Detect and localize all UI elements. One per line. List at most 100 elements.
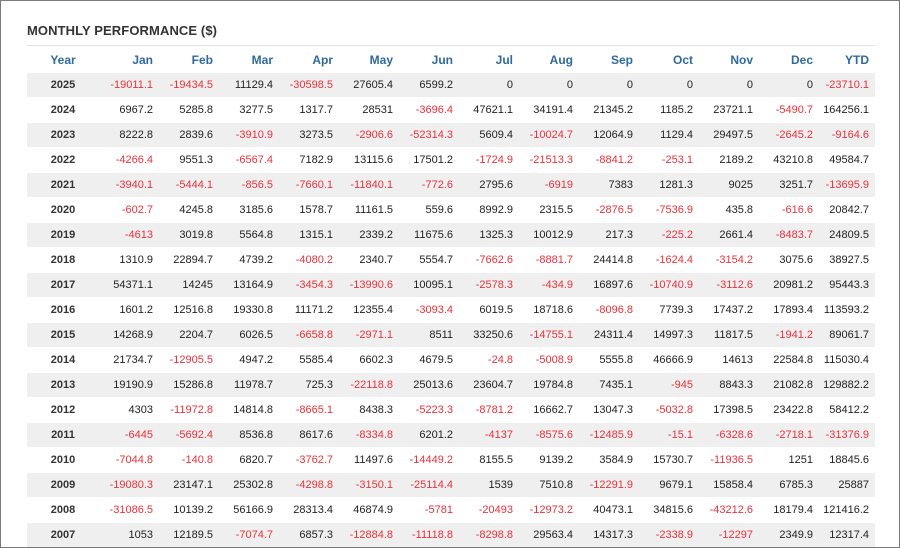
table-row: 2020 -602.7 4245.8 3185.6 1578.7 11161.5 559.6… — [27, 197, 875, 223]
month-cell: 0 — [579, 72, 639, 98]
month-cell: 54371.1 — [99, 272, 159, 298]
month-cell: 3584.9 — [579, 447, 639, 473]
ytd-cell: 20842.7 — [819, 197, 875, 223]
column-header-year: Year — [50, 52, 76, 67]
year-cell: 2023 — [27, 122, 99, 148]
month-cell: -2338.9 — [639, 522, 699, 547]
month-cell: 1578.7 — [279, 197, 339, 223]
month-cell: 559.6 — [399, 197, 459, 223]
month-cell: 1601.2 — [99, 297, 159, 323]
month-cell: 9551.3 — [159, 147, 219, 173]
month-cell: 34191.4 — [519, 97, 579, 123]
month-cell: 2340.7 — [339, 247, 399, 273]
month-cell: -1724.9 — [459, 147, 519, 173]
month-cell: 435.8 — [699, 197, 759, 223]
month-cell: 21082.8 — [759, 372, 819, 398]
month-cell: -13990.6 — [339, 272, 399, 298]
ytd-cell: -23710.1 — [819, 72, 875, 98]
month-cell: -4137 — [459, 422, 519, 448]
month-cell: -5008.9 — [519, 347, 579, 373]
month-cell: 28531 — [339, 97, 399, 123]
month-cell: -43212.6 — [699, 497, 759, 523]
month-cell: 6785.3 — [759, 472, 819, 498]
month-cell: 1310.9 — [99, 247, 159, 273]
month-cell: 11171.2 — [279, 297, 339, 323]
column-header-jan: Jan — [132, 52, 153, 67]
year-cell: 2016 — [27, 297, 99, 323]
month-cell: 14613 — [699, 347, 759, 373]
month-cell: 1251 — [759, 447, 819, 473]
month-cell: 12064.9 — [579, 122, 639, 148]
table-row: 2023 8222.8 2839.6 -3910.9 3273.5 -2906.6 -523… — [27, 122, 875, 148]
month-cell: -8881.7 — [519, 247, 579, 273]
month-cell: 217.3 — [579, 222, 639, 248]
table-row: 2017 54371.1 14245 13164.9 -3454.3 -13990.6 10… — [27, 272, 875, 298]
month-cell: 10139.2 — [159, 497, 219, 523]
month-cell: -5223.3 — [399, 397, 459, 423]
month-cell: 0 — [759, 72, 819, 98]
table-row: 2018 1310.9 22894.7 4739.2 -4080.2 2340.7 5554… — [27, 247, 875, 273]
month-cell: 23721.1 — [699, 97, 759, 123]
month-cell: 7435.1 — [579, 372, 639, 398]
month-cell: 1185.2 — [639, 97, 699, 123]
month-cell: 1281.3 — [639, 172, 699, 198]
month-cell: 11978.7 — [219, 372, 279, 398]
month-cell: 11497.6 — [339, 447, 399, 473]
column-header-apr: Apr — [312, 52, 333, 67]
month-cell: 6201.2 — [399, 422, 459, 448]
month-cell: 46874.9 — [339, 497, 399, 523]
month-cell: 23422.8 — [759, 397, 819, 423]
month-cell: -5692.4 — [159, 422, 219, 448]
month-cell: -4613 — [99, 222, 159, 248]
month-cell: 25302.8 — [219, 472, 279, 498]
month-cell: 1053 — [99, 522, 159, 547]
month-cell: -11936.5 — [699, 447, 759, 473]
month-cell: 17398.5 — [699, 397, 759, 423]
month-cell: 12516.8 — [159, 297, 219, 323]
month-cell: 16897.6 — [579, 272, 639, 298]
year-cell: 2022 — [27, 147, 99, 173]
month-cell: -856.5 — [219, 172, 279, 198]
month-cell: 6857.3 — [279, 522, 339, 547]
month-cell: -3940.1 — [99, 172, 159, 198]
month-cell: 25013.6 — [399, 372, 459, 398]
month-cell: 11129.4 — [219, 72, 279, 98]
year-cell: 2018 — [27, 247, 99, 273]
month-cell: -1941.2 — [759, 322, 819, 348]
month-cell: 10012.9 — [519, 222, 579, 248]
month-cell: -8575.6 — [519, 422, 579, 448]
month-cell: 8992.9 — [459, 197, 519, 223]
month-cell: -12905.5 — [159, 347, 219, 373]
month-cell: 0 — [639, 72, 699, 98]
month-cell: 3185.6 — [219, 197, 279, 223]
ytd-cell: 24809.5 — [819, 222, 875, 248]
month-cell: 9139.2 — [519, 447, 579, 473]
ytd-cell: 25887 — [819, 472, 875, 498]
month-cell: 6026.5 — [219, 322, 279, 348]
ytd-cell: 129882.2 — [819, 372, 875, 398]
month-cell: -140.8 — [159, 447, 219, 473]
month-cell: -8483.7 — [759, 222, 819, 248]
table-row: 2011 -6445 -5692.4 8536.8 8617.6 -8334.8 6201.… — [27, 422, 875, 448]
panel-title: MONTHLY PERFORMANCE ($) — [27, 23, 218, 38]
month-cell: -225.2 — [639, 222, 699, 248]
year-cell: 2014 — [27, 347, 99, 373]
month-cell: 4303 — [99, 397, 159, 423]
year-cell: 2017 — [27, 272, 99, 298]
month-cell: 11675.6 — [399, 222, 459, 248]
year-cell: 2010 — [27, 447, 99, 473]
month-cell: -19080.3 — [99, 472, 159, 498]
month-cell: 3273.5 — [279, 122, 339, 148]
month-cell: 8155.5 — [459, 447, 519, 473]
month-cell: -10740.9 — [639, 272, 699, 298]
table-row: 2015 14268.9 2204.7 6026.5 -6658.8 -2971.1 851… — [27, 322, 875, 348]
month-cell: -12291.9 — [579, 472, 639, 498]
month-cell: -3910.9 — [219, 122, 279, 148]
month-cell: 1539 — [459, 472, 519, 498]
month-cell: 0 — [519, 72, 579, 98]
month-cell: -31086.5 — [99, 497, 159, 523]
month-cell: 13164.9 — [219, 272, 279, 298]
month-cell: 24311.4 — [579, 322, 639, 348]
month-cell: -10024.7 — [519, 122, 579, 148]
year-cell: 2024 — [27, 97, 99, 123]
